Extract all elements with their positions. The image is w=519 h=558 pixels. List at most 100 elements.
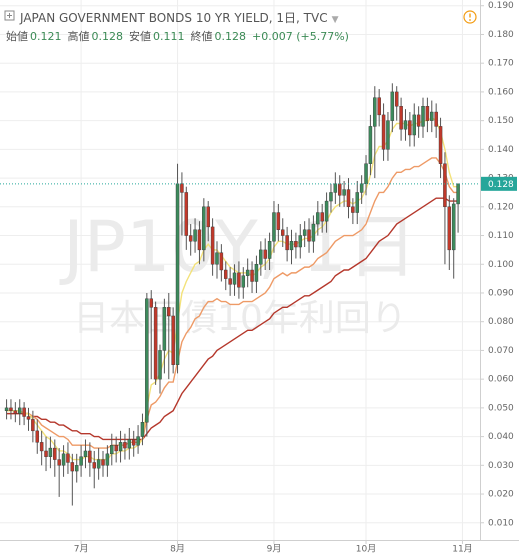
watermark-subtext: 日本国債10年利回り bbox=[73, 298, 407, 339]
candle-body bbox=[272, 212, 276, 242]
candle-body bbox=[320, 212, 324, 222]
chart-header: JAPAN GOVERNMENT BONDS 10 YR YIELD, 1日, … bbox=[20, 9, 339, 26]
ohlc-label: 高値 bbox=[67, 30, 90, 43]
candle-body bbox=[302, 229, 307, 236]
candle-body bbox=[359, 183, 364, 193]
candle-body bbox=[167, 307, 171, 317]
candle-body bbox=[180, 183, 184, 193]
candle-body bbox=[224, 269, 228, 279]
candle-body bbox=[210, 226, 215, 265]
y-tick-label: 0.140 bbox=[488, 145, 514, 155]
y-tick-label: 0.160 bbox=[488, 87, 514, 97]
candle-body bbox=[416, 114, 421, 127]
expand-icon[interactable] bbox=[4, 10, 15, 21]
ohlc-value: 0.128 bbox=[91, 30, 124, 43]
candle-body bbox=[337, 183, 342, 196]
candle-body bbox=[219, 252, 224, 271]
candle-body bbox=[57, 459, 61, 466]
y-tick-label: 0.040 bbox=[488, 432, 514, 442]
candle-body bbox=[294, 241, 298, 248]
candle-body bbox=[394, 91, 399, 107]
candle-body bbox=[316, 212, 320, 225]
candle-body bbox=[4, 407, 9, 411]
last-price-box bbox=[481, 176, 517, 191]
y-tick-label: 0.030 bbox=[488, 461, 514, 471]
dropdown-caret[interactable]: ▼ bbox=[331, 15, 339, 25]
ohlc-label: 安値 bbox=[129, 30, 151, 43]
candle-body bbox=[456, 183, 460, 205]
ribbon-line bbox=[6, 157, 459, 449]
candle-body bbox=[123, 442, 127, 449]
candle-body bbox=[434, 111, 438, 127]
candle-body bbox=[281, 229, 285, 236]
y-tick-label: 0.090 bbox=[488, 288, 514, 298]
y-tick-label: 0.170 bbox=[488, 59, 514, 69]
candle-body bbox=[438, 126, 443, 164]
ohlc-value: 0.128 bbox=[214, 30, 247, 43]
alert-icon[interactable] bbox=[463, 10, 477, 24]
candle-body bbox=[346, 189, 351, 208]
candle-body bbox=[228, 278, 232, 285]
candle-body bbox=[263, 249, 267, 259]
candle-body bbox=[101, 459, 105, 466]
candle-body bbox=[105, 453, 110, 466]
candle-body bbox=[451, 203, 456, 251]
candle-body bbox=[237, 272, 241, 288]
candle-body bbox=[307, 229, 311, 242]
candle-body bbox=[390, 91, 395, 121]
candle-body bbox=[9, 407, 13, 411]
candle-body bbox=[381, 114, 386, 150]
ohlc-value: 0.121 bbox=[30, 30, 62, 43]
candle-body bbox=[39, 442, 44, 452]
candle-body bbox=[333, 183, 338, 193]
candle-body bbox=[329, 192, 333, 202]
candle-body bbox=[342, 189, 346, 196]
candle-body bbox=[232, 272, 237, 285]
candle-body bbox=[66, 453, 70, 463]
x-tick-label: 7月 bbox=[74, 544, 89, 555]
candle-body bbox=[197, 229, 202, 251]
candle-body bbox=[399, 106, 403, 130]
x-tick-label: 10月 bbox=[356, 544, 376, 555]
y-tick-label: 0.050 bbox=[488, 403, 514, 413]
candle-body bbox=[245, 269, 250, 276]
candle-body bbox=[259, 249, 263, 265]
y-tick-label: 0.180 bbox=[488, 30, 514, 40]
alert-icon-dot bbox=[469, 19, 471, 21]
candle-body bbox=[412, 114, 416, 136]
candle-body bbox=[188, 235, 193, 242]
candle-body bbox=[430, 111, 434, 121]
ohlc-label: 始値 bbox=[6, 30, 28, 43]
symbol-title: JAPAN GOVERNMENT BONDS 10 YR YIELD, 1日, … bbox=[20, 11, 328, 25]
y-tick-label: 0.100 bbox=[488, 260, 514, 270]
candle-body bbox=[83, 450, 88, 457]
candle-body bbox=[215, 252, 219, 265]
candle-body bbox=[22, 407, 26, 417]
candle-body bbox=[79, 456, 83, 466]
candle-body bbox=[153, 307, 158, 380]
candle-body bbox=[403, 120, 408, 130]
y-tick-label: 0.020 bbox=[488, 490, 514, 500]
candle-body bbox=[140, 422, 145, 437]
candle-body bbox=[267, 241, 272, 259]
candle-body bbox=[61, 453, 66, 466]
candle-body bbox=[355, 192, 359, 213]
candle-body bbox=[127, 439, 132, 449]
candle-body bbox=[311, 223, 316, 242]
candle-body bbox=[44, 450, 48, 457]
candle-body bbox=[202, 206, 206, 251]
candle-body bbox=[364, 163, 368, 185]
candle-body bbox=[298, 235, 303, 248]
candle-body bbox=[48, 447, 53, 457]
candle-body bbox=[447, 206, 452, 251]
ohlc-legend: 始値 0.121 高値 0.128 安値 0.111 終値 0.128 +0.007 (+5.7… bbox=[6, 28, 355, 44]
candle-body bbox=[443, 163, 447, 208]
candle-body bbox=[421, 106, 425, 127]
y-tick-label: 0.120 bbox=[488, 202, 514, 212]
candle-body bbox=[13, 410, 18, 414]
last-price-label: 0.128 bbox=[488, 180, 514, 190]
ribbon-line bbox=[6, 197, 459, 441]
candle-body bbox=[425, 106, 430, 121]
y-tick-label: 0.010 bbox=[488, 518, 514, 528]
